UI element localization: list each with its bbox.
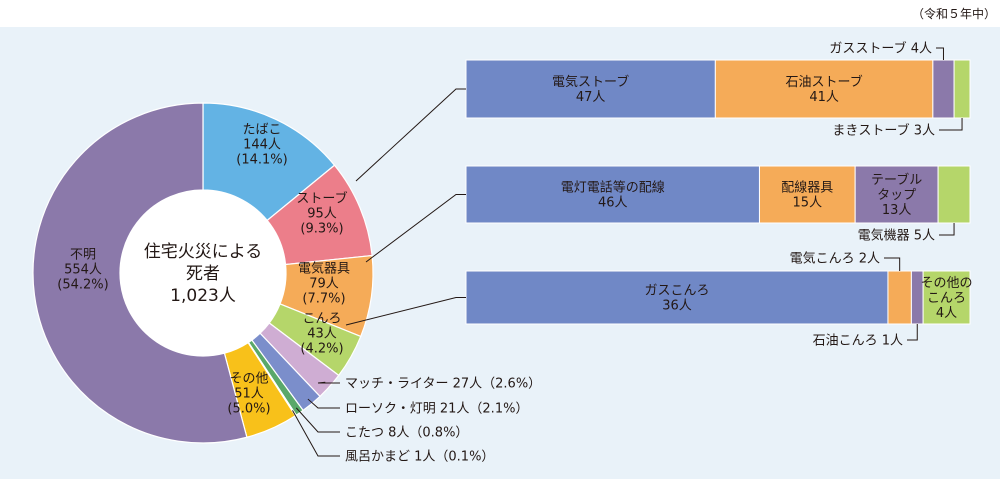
slice-label-electric: 電気器具 79人(7.7%) — [298, 261, 350, 307]
bar-electric-segment-0 — [465, 165, 760, 224]
slice-label-unknown: 不明 554人(54.2%) — [57, 248, 108, 293]
bar-stove-label-0: 電気ストーブ 47人 — [552, 74, 629, 105]
bar-stove_burner-segment-3 — [922, 270, 971, 325]
breakdown-bars — [465, 59, 971, 325]
bar-stove-label-3: まきストーブ 3人 — [832, 123, 935, 139]
bar-electric-label-2: テーブルタップ 13人 — [871, 172, 922, 218]
slice-label-bath: 風呂かまど 1人（0.1%） — [345, 450, 494, 465]
bar-stove-segment-0 — [465, 59, 716, 119]
bar-stove-label-1: 石油ストーブ 41人 — [785, 74, 862, 105]
bar-stove_burner-label-3: その他のこんろ 4人 — [921, 276, 973, 321]
period-note: （令和５年中） — [912, 6, 996, 21]
bar-stove_burner-leader-2 — [907, 324, 918, 341]
slice-label-stove_burner: こんろ 43人(4.2%) — [300, 312, 343, 357]
bar-stove_burner-label-0: ガスこんろ 36人 — [644, 284, 709, 314]
connector-stove_burner — [345, 297, 466, 326]
slice-label-stove: ストーブ 95人(9.3%) — [296, 191, 347, 237]
bar-stove_burner-leader-1 — [884, 257, 901, 271]
slice-label-other: その他 51人(5.0%) — [227, 372, 270, 417]
pie-chart — [32, 102, 374, 444]
leader-candle — [307, 398, 340, 409]
chart-labels: 住宅火災による死者 1,023人 たばこ 144人(14.1%)ストーブ 95人(9.3… — [57, 41, 972, 465]
bar-stove-leader-3 — [939, 118, 963, 131]
bar-stove-leader-2 — [936, 47, 944, 60]
bar-electric-label-3: 電気機器 5人 — [858, 228, 935, 244]
bar-electric-label-0: 電灯電話等の配線 46人 — [561, 180, 665, 211]
leader-bath — [292, 410, 340, 457]
bar-stove-segment-2 — [932, 59, 955, 119]
donut-hole — [120, 190, 286, 356]
bar-stove_burner-label-2: 石油こんろ 1人 — [813, 334, 903, 349]
slice-label-match: マッチ・ライター 27人（2.6%） — [345, 377, 541, 392]
connector-electric — [365, 194, 466, 263]
bar-stove-segment-3 — [953, 59, 971, 119]
bar-electric-segment-1 — [758, 165, 856, 224]
bar-electric-leader-3 — [939, 223, 955, 236]
bar-electric-segment-3 — [937, 165, 971, 224]
bar-stove-segment-1 — [714, 59, 934, 119]
bar-stove_burner-segment-1 — [887, 270, 912, 325]
slice-label-kotatsu: こたつ 8人（0.8%） — [345, 426, 468, 441]
bar-electric-label-1: 配線器具 15人 — [781, 180, 833, 211]
leader-match — [317, 381, 340, 384]
bar-stove_burner-segment-0 — [465, 270, 889, 325]
center-label: 住宅火災による死者 1,023人 — [144, 242, 263, 306]
bar-stove-label-2: ガスストーブ 4人 — [829, 41, 932, 57]
slice-label-candle: ローソク・灯明 21人（2.1%） — [345, 402, 528, 417]
connector-stove — [355, 88, 466, 182]
leader-kotatsu — [295, 407, 340, 433]
bar-stove_burner-label-1: 電気こんろ 2人 — [790, 251, 880, 267]
slice-label-tobacco: たばこ 144人(14.1%) — [236, 123, 287, 168]
bar-electric-segment-2 — [854, 165, 939, 224]
